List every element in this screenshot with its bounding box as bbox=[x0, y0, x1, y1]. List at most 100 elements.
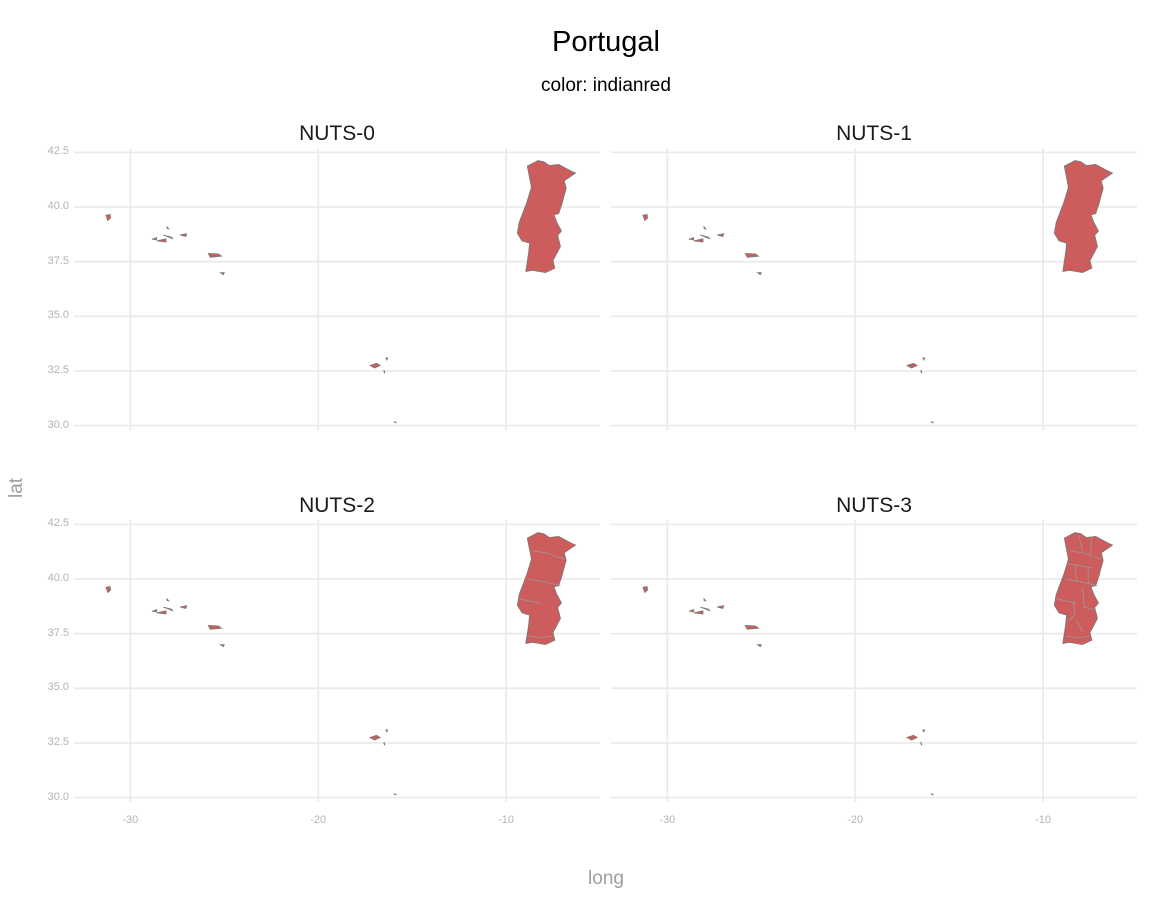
facet-panel: NUTS-3 -30 -20 -10 bbox=[611, 492, 1137, 826]
x-tick-label: -10 bbox=[1035, 814, 1052, 826]
region-border bbox=[1078, 535, 1083, 551]
map-plot-area bbox=[74, 148, 600, 430]
region-border bbox=[1065, 635, 1091, 639]
region-island bbox=[207, 624, 223, 630]
y-tick-label: 30.0 bbox=[47, 418, 69, 431]
region-island bbox=[151, 237, 158, 241]
y-tick-label: 42.5 bbox=[47, 145, 69, 158]
region-island bbox=[393, 420, 398, 424]
region-island bbox=[385, 729, 389, 733]
facet-panel: NUTS-0 30.0 32.5 35.0 37.5 40.0 42.5 bbox=[48, 120, 600, 431]
region-island bbox=[383, 741, 386, 746]
x-tick-label: -20 bbox=[310, 814, 327, 826]
y-tick-label: 32.5 bbox=[47, 363, 69, 376]
region-border bbox=[528, 635, 554, 639]
facet-strip-label: NUTS-2 bbox=[299, 494, 375, 517]
region-island bbox=[693, 610, 704, 615]
region-island bbox=[920, 369, 923, 374]
y-axis-label: lat bbox=[6, 477, 27, 498]
region-mainland bbox=[1053, 160, 1114, 274]
y-tick-label: 37.5 bbox=[47, 254, 69, 267]
region-border bbox=[1069, 550, 1102, 560]
y-tick-label: 42.5 bbox=[47, 517, 69, 530]
region-island bbox=[219, 272, 225, 276]
plot-title: Portugal bbox=[551, 26, 660, 58]
x-tick-label: -30 bbox=[122, 814, 139, 826]
region-island bbox=[703, 597, 708, 602]
region-island bbox=[393, 792, 398, 796]
x-tick-label: -10 bbox=[498, 814, 515, 826]
region-border bbox=[519, 598, 540, 604]
region-island bbox=[163, 234, 174, 240]
y-tick-label: 35.0 bbox=[47, 309, 69, 322]
region-island bbox=[166, 225, 171, 230]
region-border bbox=[1069, 600, 1076, 621]
x-tick-label: -20 bbox=[847, 814, 864, 826]
region-island bbox=[105, 586, 112, 594]
facet-strip-label: NUTS-0 bbox=[299, 122, 375, 145]
region-island bbox=[700, 606, 711, 612]
region-island bbox=[179, 233, 188, 237]
facet-strip-label: NUTS-3 bbox=[836, 494, 912, 517]
region-island bbox=[693, 238, 704, 243]
region-island bbox=[716, 605, 725, 609]
region-island bbox=[156, 238, 167, 243]
region-island bbox=[922, 729, 926, 733]
region-border bbox=[1067, 563, 1094, 569]
region-island bbox=[207, 252, 223, 258]
region-island bbox=[368, 734, 382, 741]
region-border bbox=[532, 550, 565, 560]
region-island bbox=[700, 234, 711, 240]
region-island bbox=[922, 357, 926, 361]
region-island bbox=[756, 644, 762, 648]
plot-subtitle: color: indianred bbox=[541, 75, 671, 96]
region-island bbox=[688, 609, 695, 613]
region-island bbox=[703, 225, 708, 230]
x-axis-label: long bbox=[588, 868, 624, 889]
region-mainland bbox=[516, 532, 577, 646]
map-plot-area bbox=[74, 520, 600, 802]
facet-strip-label: NUTS-1 bbox=[836, 122, 912, 145]
y-tick-label: 32.5 bbox=[47, 735, 69, 748]
region-island bbox=[905, 362, 919, 369]
region-border bbox=[528, 578, 561, 586]
map-plot-area bbox=[611, 148, 1137, 430]
y-tick-label: 37.5 bbox=[47, 626, 69, 639]
region-island bbox=[744, 252, 760, 258]
region-island bbox=[688, 237, 695, 241]
region-island bbox=[642, 214, 649, 222]
y-tick-label: 35.0 bbox=[47, 681, 69, 694]
y-tick-label: 40.0 bbox=[47, 200, 69, 213]
x-tick-label: -30 bbox=[659, 814, 676, 826]
region-island bbox=[179, 605, 188, 609]
region-island bbox=[716, 233, 725, 237]
region-island bbox=[756, 272, 762, 276]
y-tick-label: 40.0 bbox=[47, 572, 69, 585]
region-island bbox=[930, 420, 935, 424]
region-island bbox=[642, 586, 649, 594]
region-border bbox=[1082, 587, 1096, 610]
region-island bbox=[920, 741, 923, 746]
region-border bbox=[1089, 537, 1093, 556]
region-border bbox=[1074, 565, 1078, 582]
region-mainland bbox=[516, 160, 577, 274]
facet-panel: NUTS-2 30.0 32.5 35.0 37.5 40.0 42.5 -30 -20 -10 bbox=[48, 492, 600, 826]
region-island bbox=[151, 609, 158, 613]
region-mainland bbox=[1053, 532, 1114, 646]
region-border bbox=[1076, 620, 1083, 632]
region-island bbox=[105, 214, 112, 222]
region-border bbox=[1065, 578, 1098, 586]
region-island bbox=[163, 606, 174, 612]
map-plot-area bbox=[611, 520, 1137, 802]
region-island bbox=[383, 369, 386, 374]
region-island bbox=[166, 597, 171, 602]
region-island bbox=[219, 644, 225, 648]
region-island bbox=[930, 792, 935, 796]
region-island bbox=[368, 362, 382, 369]
region-island bbox=[905, 734, 919, 741]
y-tick-label: 30.0 bbox=[47, 790, 69, 803]
facet-panel: NUTS-1 bbox=[611, 120, 1137, 430]
region-island bbox=[744, 624, 760, 630]
region-island bbox=[385, 357, 389, 361]
region-island bbox=[156, 610, 167, 615]
